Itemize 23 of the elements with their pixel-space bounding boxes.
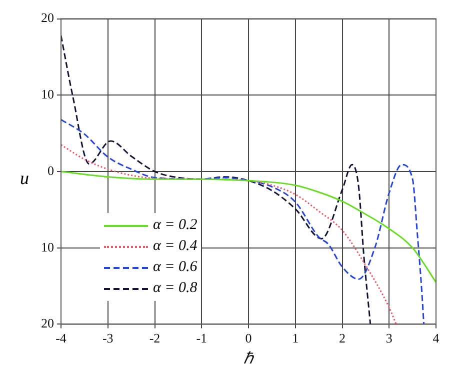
x-tick-label: 3	[386, 330, 392, 346]
y-axis-title: u	[20, 168, 29, 189]
line-series	[61, 144, 397, 324]
y-tick-label: 20	[41, 10, 54, 26]
legend-label: α = 0.6	[153, 259, 198, 276]
x-tick-label: -2	[149, 330, 160, 346]
y-tick-label: 10	[41, 239, 54, 254]
x-tick-label: 4	[432, 330, 440, 346]
legend-label: α = 0.2	[153, 217, 198, 234]
x-tick-label: 1	[292, 330, 299, 346]
y-tick-label: 20	[41, 316, 54, 331]
legend-label: α = 0.4	[153, 238, 198, 255]
line-series	[61, 34, 372, 324]
x-tick-label: -1	[196, 330, 208, 346]
x-axis-title: ℏ	[244, 350, 254, 368]
y-tick-label: 0	[48, 162, 54, 178]
x-tick-label: 0	[245, 330, 252, 346]
x-tick-label: -3	[102, 330, 114, 346]
x-tick-label: 2	[339, 330, 346, 346]
legend-label: α = 0.8	[153, 280, 198, 297]
x-tick-label: -4	[56, 330, 67, 346]
y-tick-label: 10	[41, 86, 54, 102]
line-series	[61, 118, 425, 324]
